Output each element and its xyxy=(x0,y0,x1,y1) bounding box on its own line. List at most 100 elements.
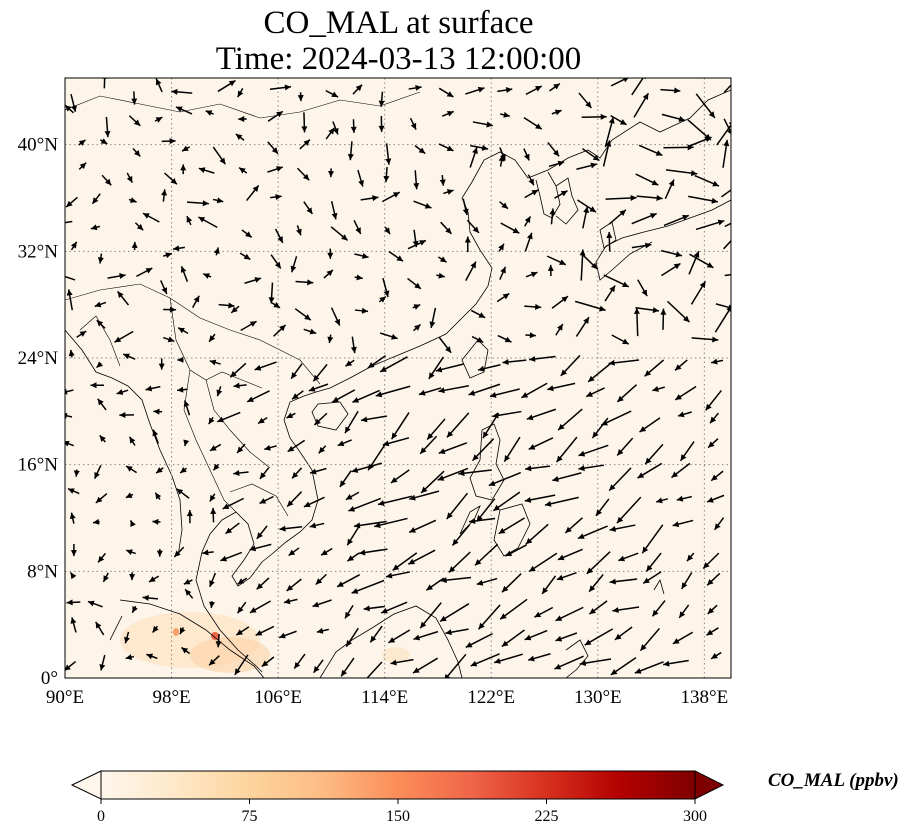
wind-arrow-head xyxy=(656,497,663,504)
wind-arrow-head xyxy=(408,558,416,565)
wind-arrow-head xyxy=(711,358,718,365)
wind-arrow-head xyxy=(552,476,559,482)
wind-arrow-head xyxy=(437,475,445,481)
wind-arrow-head xyxy=(704,136,712,143)
wind-arrow-head xyxy=(444,673,451,678)
wind-arrow-head xyxy=(288,549,296,556)
wind-arrow-head xyxy=(469,518,476,524)
wind-arrow-head xyxy=(65,440,70,447)
wind-arrow-head xyxy=(652,386,659,392)
wind-arrow-head xyxy=(547,385,554,392)
wind-arrow-head xyxy=(209,359,217,366)
wind-arrow-head xyxy=(555,635,563,642)
wind-arrow-head xyxy=(292,471,299,479)
wind-arrow-head xyxy=(259,498,267,504)
wind-arrow-head xyxy=(745,269,751,275)
wind-arrow-head xyxy=(142,594,149,601)
wind-arrow-head xyxy=(707,607,715,614)
wind-arrow-head xyxy=(70,241,77,249)
wind-arrow-head xyxy=(420,447,427,454)
wind-arrow-head xyxy=(129,197,137,203)
wind-arrow-head xyxy=(158,363,165,370)
wind-arrow-head xyxy=(489,392,497,398)
wind-arrow-head xyxy=(183,439,190,447)
wind-arrow-head xyxy=(464,236,471,243)
lon-tick-label: 130°E xyxy=(574,687,622,708)
wind-arrow-head xyxy=(609,578,616,585)
wind-arrow-head xyxy=(553,83,560,90)
wind-arrow-head xyxy=(87,600,95,607)
wind-arrow-head xyxy=(677,411,685,418)
wind-arrow-head xyxy=(175,106,183,113)
wind-arrow-head xyxy=(294,661,301,669)
wind-arrow-head xyxy=(502,585,509,593)
colorbar-min-extend xyxy=(70,770,102,800)
wind-arrow-head xyxy=(438,387,445,394)
wind-arrow-head xyxy=(66,200,73,208)
lon-tick-label: 122°E xyxy=(467,687,515,708)
wind-arrow-head xyxy=(313,666,320,673)
wind-arrow-head xyxy=(644,370,652,377)
colorbar-tick-label: 150 xyxy=(386,808,410,825)
wind-arrow-head xyxy=(583,206,590,214)
wind-arrow-head xyxy=(129,436,136,444)
wind-arrow-head xyxy=(331,212,338,220)
wind-arrow-head xyxy=(505,550,513,557)
wind-arrow-head xyxy=(617,395,624,402)
wind-arrow-head xyxy=(261,660,269,667)
wind-arrow-head xyxy=(264,444,271,451)
lon-tick-label: 138°E xyxy=(681,687,729,708)
lon-tick-label: 106°E xyxy=(254,687,302,708)
lat-axis: 0° 8°N 16°N 24°N 32°N 40°N xyxy=(18,135,59,689)
wind-arrow-head xyxy=(438,448,446,454)
wind-arrow-head xyxy=(361,416,368,423)
wind-arrow-head xyxy=(512,227,520,234)
wind-arrow-head xyxy=(504,454,511,462)
wind-arrow-head xyxy=(123,353,130,360)
wind-arrow-head xyxy=(321,549,328,556)
wind-arrow-head xyxy=(213,247,220,255)
wind-arrow-head xyxy=(711,197,718,204)
colorbar-tick-label: 0 xyxy=(97,808,105,825)
wind-arrow-head xyxy=(478,312,486,318)
wind-arrow-head xyxy=(579,249,586,256)
wind-arrow-head xyxy=(304,314,311,321)
wind-arrow-head xyxy=(676,495,684,502)
wind-arrow-head xyxy=(446,430,454,438)
wind-arrow-head xyxy=(65,105,72,112)
wind-arrow-head xyxy=(472,147,478,154)
wind-arrow-head xyxy=(501,202,508,209)
wind-arrow-head xyxy=(458,470,465,477)
wind-arrow-head xyxy=(703,562,710,569)
wind-arrow-head xyxy=(478,365,485,372)
wind-arrow-head xyxy=(132,606,138,613)
wind-arrow-head xyxy=(559,259,566,265)
wind-arrow-head xyxy=(488,480,496,487)
wind-arrow-head xyxy=(193,295,200,303)
wind-arrow-head xyxy=(346,640,353,647)
wind-arrow-head xyxy=(296,228,302,236)
wind-arrow-head xyxy=(279,525,286,532)
wind-arrow-head xyxy=(618,555,625,562)
wind-arrow-head xyxy=(633,307,640,314)
wind-arrow-head xyxy=(355,84,363,92)
wind-arrow-head xyxy=(612,607,619,614)
wind-arrow-head xyxy=(557,324,563,331)
wind-arrow-head xyxy=(526,232,533,240)
wind-arrow-head xyxy=(65,664,71,671)
wind-arrow-head xyxy=(529,355,536,362)
wind-arrow-head xyxy=(526,414,534,421)
wind-arrow-head xyxy=(209,658,216,666)
wind-arrow-head xyxy=(183,400,190,408)
wind-arrow-head xyxy=(445,346,452,353)
wind-arrow-head xyxy=(524,634,532,641)
wind-arrow-head xyxy=(392,564,400,571)
wind-arrow-head xyxy=(136,223,144,231)
wind-arrow-head xyxy=(177,386,184,393)
wind-arrow-head xyxy=(306,207,313,214)
wind-arrow-head xyxy=(185,589,192,596)
wind-arrow-head xyxy=(492,412,499,419)
wind-arrow-head xyxy=(609,484,616,491)
wind-arrow-head xyxy=(549,208,556,215)
wind-arrow-head xyxy=(276,111,283,118)
